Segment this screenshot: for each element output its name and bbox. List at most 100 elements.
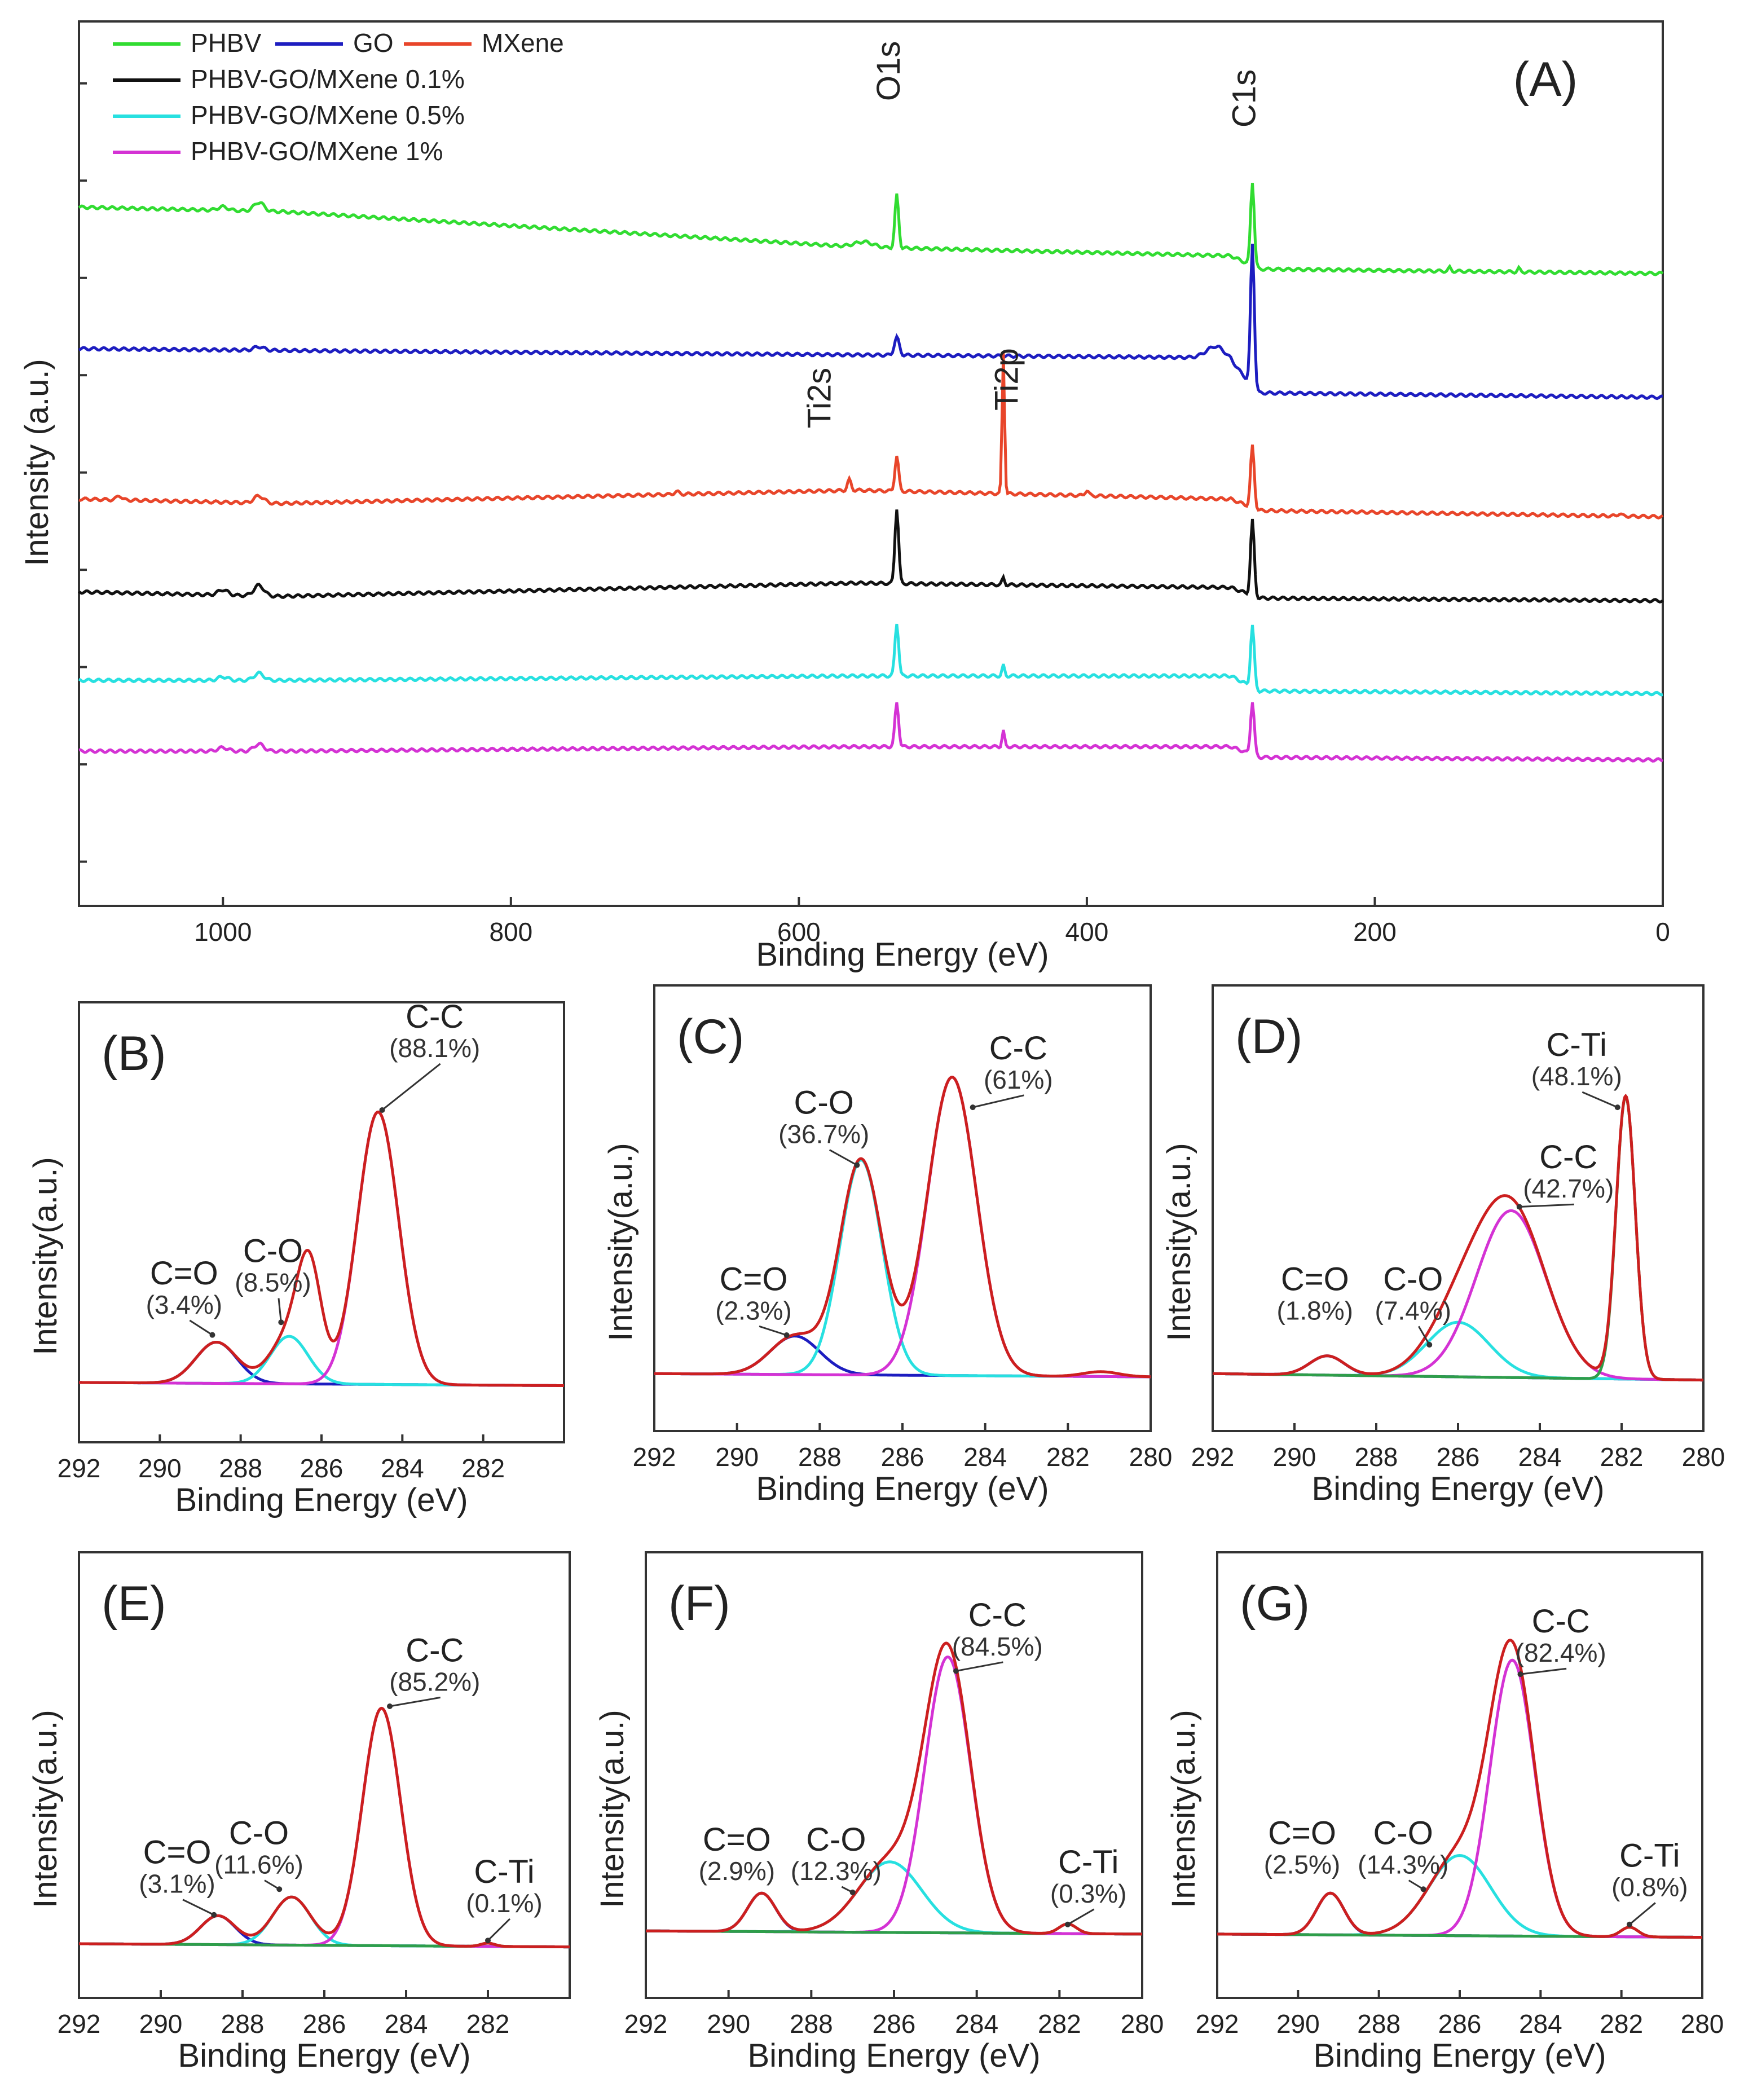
component-percent: (3.4%) (146, 1290, 222, 1319)
legend-label: PHBV-GO/MXene 0.5% (191, 100, 465, 130)
label-arrow (487, 1918, 511, 1941)
arrow-head (276, 1886, 283, 1892)
x-tick-label: 282 (1038, 2009, 1081, 2039)
component-label: C-C (1539, 1139, 1597, 1176)
x-tick-label: 292 (58, 2009, 101, 2039)
y-axis-title: Intensity(a.u.) (1161, 1143, 1197, 1341)
component-label: C=O (150, 1255, 218, 1292)
component-percent: (61%) (984, 1065, 1053, 1094)
x-axis-title: Binding Energy (eV) (178, 2037, 470, 2074)
x-tick-label: 800 (489, 917, 532, 946)
fit-envelope (1217, 1639, 1702, 1939)
component-label: C-O (1373, 1815, 1433, 1852)
x-axis-title: Binding Energy (eV) (756, 1471, 1049, 1507)
series-line-5 (78, 702, 1664, 763)
x-tick-label: 282 (461, 1454, 505, 1483)
label-arrow (1629, 1902, 1656, 1925)
x-tick-label: 290 (1276, 2009, 1320, 2039)
arrow-head (849, 1889, 856, 1895)
label-arrow (381, 1063, 441, 1111)
peak-annotation: Ti2s (801, 368, 838, 428)
series-line-0 (78, 183, 1664, 276)
x-tick-label: 292 (1196, 2009, 1239, 2039)
component-percent: (48.1%) (1531, 1062, 1622, 1091)
component-label: C=O (720, 1261, 788, 1297)
x-tick-label: 288 (221, 2009, 265, 2039)
label-arrow (759, 1325, 787, 1336)
x-tick-label: 284 (385, 2009, 428, 2039)
panel-g: 292 290 288 286 284 282 280 Binding Energy (eV)… (1165, 1551, 1724, 2074)
panel-label: (C) (677, 1010, 744, 1064)
panel-a: 1000 800 600 400 200 0 Binding Energy (eV) Inte… (19, 20, 1670, 973)
fit-envelope (79, 1110, 564, 1387)
component-label: C-O (243, 1233, 303, 1270)
component-label: C-O (229, 1815, 289, 1852)
component-c-c (79, 1110, 564, 1387)
arrow-head (278, 1319, 284, 1326)
label-arrow (972, 1094, 1024, 1108)
label-arrow (1582, 1091, 1618, 1108)
x-tick-label: 290 (1273, 1442, 1316, 1472)
x-tick-label: 292 (58, 1454, 101, 1483)
arrow-head (1627, 1921, 1632, 1927)
x-tick-label: 288 (1357, 2009, 1401, 2039)
x-tick-label: 288 (219, 1454, 262, 1483)
label-arrow (182, 1899, 214, 1916)
label-arrow (1520, 1667, 1567, 1675)
arrow-head (387, 1703, 393, 1710)
x-tick-label: 600 (777, 917, 821, 946)
component-label: C-Ti (1619, 1837, 1680, 1874)
component-label: C-Ti (474, 1854, 534, 1890)
panel-c: 292 290 288 286 284 282 280 Binding Energy (eV)… (602, 984, 1172, 1507)
component-label: C=O (703, 1821, 771, 1858)
y-axis-title: Intensity(a.u.) (602, 1143, 639, 1341)
label-arrow (389, 1696, 441, 1707)
arrow-head (209, 1332, 215, 1338)
component-percent: (11.6%) (214, 1850, 303, 1879)
x-tick-label: 288 (1355, 1442, 1398, 1472)
component-label: C-C (406, 1632, 464, 1668)
component-c-o (1212, 1320, 1703, 1382)
fit-envelope (646, 1641, 1142, 1936)
x-axis-title: Binding Energy (eV) (1313, 2037, 1606, 2074)
x-tick-label: 1000 (194, 917, 252, 946)
component-percent: (2.5%) (1264, 1850, 1340, 1879)
label-arrow (189, 1319, 213, 1336)
panel-label: (B) (102, 1027, 166, 1081)
x-tick-label: 400 (1065, 917, 1109, 946)
x-tick-label: 286 (881, 1442, 924, 1472)
arrow-head (1426, 1342, 1433, 1348)
x-tick-label: 292 (633, 1442, 676, 1472)
component-percent: (84.5%) (952, 1632, 1043, 1661)
x-tick-label: 284 (381, 1454, 424, 1483)
legend-label: PHBV (191, 28, 262, 58)
x-tick-label: 288 (790, 2009, 833, 2039)
x-tick-label: 282 (466, 2009, 510, 2039)
x-tick-label: 280 (1682, 1442, 1725, 1472)
x-tick-label: 282 (1046, 1442, 1090, 1472)
arrow-head (1065, 1921, 1071, 1927)
label-arrow (1417, 1326, 1430, 1345)
component-label: C-Ti (1547, 1027, 1607, 1063)
peak-annotation: C1s (1226, 69, 1263, 127)
y-axis-title: Intensity(a.u.) (27, 1710, 64, 1908)
panel-label: (E) (102, 1577, 166, 1631)
legend-label: GO (353, 28, 394, 58)
x-tick-label: 286 (1437, 1442, 1480, 1472)
x-tick-label: 290 (715, 1442, 759, 1472)
component-percent: (36.7%) (778, 1120, 869, 1149)
y-axis-title: Intensity (a.u.) (19, 359, 55, 566)
component-percent: (8.5%) (235, 1268, 311, 1297)
component-label: C-O (1383, 1261, 1443, 1297)
y-axis-title: Intensity(a.u.) (1165, 1710, 1202, 1908)
component-percent: (7.4%) (1375, 1296, 1451, 1325)
component-percent: (82.4%) (1516, 1638, 1606, 1667)
label-arrow (1519, 1203, 1574, 1208)
arrow-head (379, 1107, 385, 1113)
x-tick-label: 286 (300, 1454, 343, 1483)
x-tick-label: 282 (1600, 1442, 1644, 1472)
series-line-1 (78, 244, 1663, 400)
label-arrow (1408, 1879, 1424, 1890)
